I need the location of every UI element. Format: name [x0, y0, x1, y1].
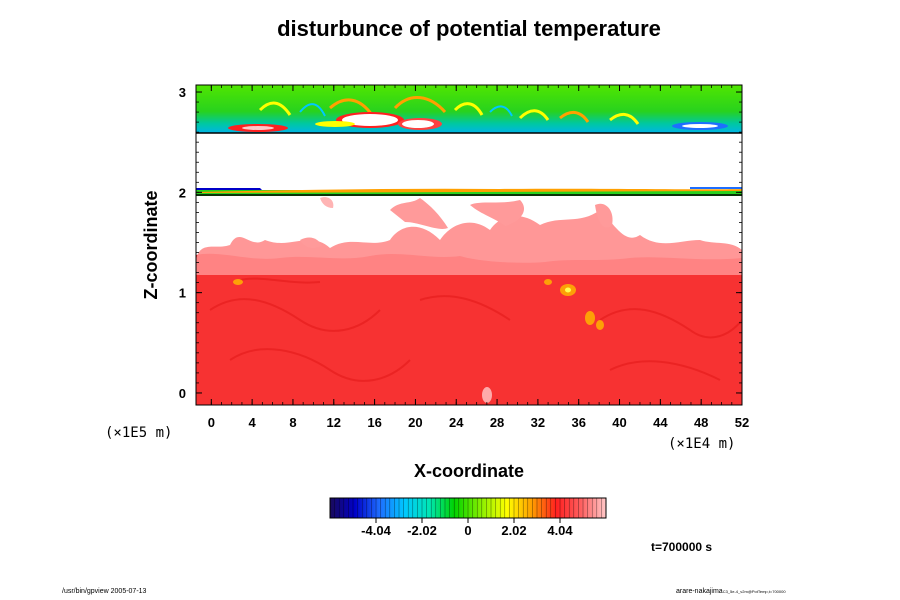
- x-tick-label: 48: [694, 415, 708, 430]
- chart-title: disturbunce of potential temperature: [277, 16, 661, 41]
- footer-command: /usr/bin/gpview 2005-07-13: [62, 588, 147, 595]
- x-tick-label: 44: [653, 415, 668, 430]
- x-tick-label: 12: [327, 415, 341, 430]
- colorbar-tick-label: 0: [464, 523, 471, 538]
- colorbar-tick-label: 2.02: [501, 523, 526, 538]
- lower-warm-layer: [196, 253, 742, 405]
- plot-frame: [195, 84, 743, 406]
- footer-author: arare-nakajimaC3_5e-4_v2m@PotTemp,t=7000…: [676, 588, 786, 595]
- colorbar: -4.04 -2.02 0 2.02 4.04: [329, 497, 607, 538]
- colorbar-tick-label: -4.04: [361, 523, 391, 538]
- plume-layer: [196, 210, 742, 275]
- x-axis: 0 4 8 12 16 20 24 28 32 36 40 44 48 52: [208, 85, 749, 430]
- footer-run-info: C3_5e-4_v2m@PotTemp,t=700000: [722, 589, 786, 594]
- colorbar-tick-label: 4.04: [547, 523, 573, 538]
- z-tick-label: 1: [179, 286, 186, 301]
- colorbar-tick-label: -2.02: [407, 523, 437, 538]
- z-tick-label: 0: [179, 386, 186, 401]
- x-tick-label: 0: [208, 415, 215, 430]
- x-tick-label: 24: [449, 415, 464, 430]
- x-axis-title: X-coordinate: [414, 461, 524, 481]
- x-tick-label: 16: [367, 415, 381, 430]
- z-axis-scale: (×1E5 m): [105, 425, 173, 441]
- z-tick-label: 3: [179, 85, 186, 100]
- x-tick-label: 52: [735, 415, 749, 430]
- x-tick-label: 4: [249, 415, 257, 430]
- x-tick-label: 36: [571, 415, 585, 430]
- z-axis-title: Z-coordinate: [141, 190, 161, 299]
- x-tick-label: 32: [531, 415, 545, 430]
- heatmap-field: [196, 85, 742, 405]
- z-tick-label: 2: [179, 185, 186, 200]
- footer-author-name: arare-nakajima: [676, 588, 723, 595]
- x-tick-label: 8: [289, 415, 296, 430]
- time-label: t=700000 s: [651, 540, 713, 554]
- z-axis: 0 1 2 3: [179, 85, 742, 401]
- x-tick-label: 40: [612, 415, 626, 430]
- thin-layer: [196, 190, 742, 196]
- x-axis-scale: (×1E4 m): [668, 436, 736, 452]
- x-tick-label: 20: [408, 415, 422, 430]
- x-tick-label: 28: [490, 415, 504, 430]
- wave-bands: [258, 95, 640, 125]
